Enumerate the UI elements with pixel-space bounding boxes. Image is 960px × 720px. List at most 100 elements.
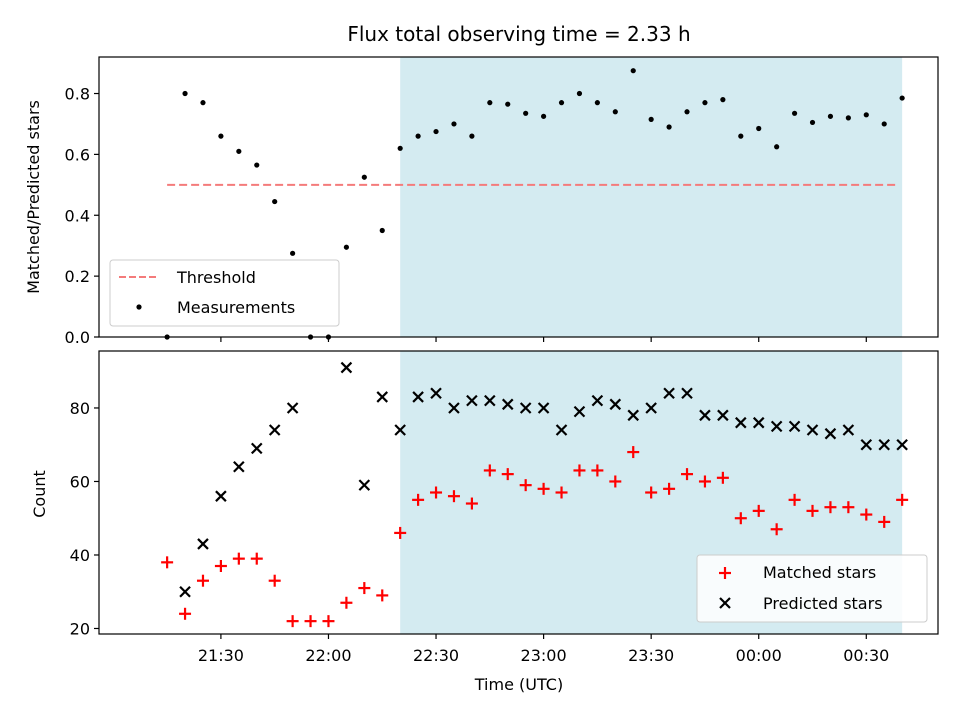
predicted-point: [788, 420, 801, 433]
measurement-point: [218, 133, 224, 139]
matched-point: [555, 486, 568, 499]
bottom-matched-points: [161, 446, 909, 628]
predicted-point: [268, 424, 281, 436]
top-legend: Threshold Measurements: [109, 259, 340, 327]
predicted-point: [717, 409, 729, 422]
predicted-point: [448, 402, 460, 414]
predicted-point: [573, 405, 586, 418]
predicted-point: [394, 424, 406, 436]
top-y-axis: 0.0 0.2 0.4 0.6 0.8: [65, 85, 99, 347]
predicted-point: [842, 424, 855, 436]
matched-point: [322, 615, 335, 628]
predicted-point: [340, 361, 353, 374]
bottom-y-tick-label: 40: [70, 546, 90, 565]
matched-point: [196, 574, 209, 587]
matched-point: [161, 556, 174, 569]
measurement-point: [648, 116, 654, 122]
measurement-point: [791, 110, 798, 116]
x-tick-label: 23:30: [628, 646, 674, 665]
matched-point: [681, 468, 694, 481]
matched-point: [537, 482, 550, 495]
predicted-point: [878, 438, 890, 451]
predicted-point: [609, 398, 622, 411]
measurement-point: [774, 144, 780, 150]
matched-point: [591, 464, 604, 477]
matched-point: [501, 468, 514, 481]
legend-predicted-label: Predicted stars: [763, 594, 883, 613]
predicted-point: [896, 438, 908, 451]
measurement-point: [236, 148, 242, 154]
matched-point: [752, 504, 765, 517]
predicted-point: [430, 387, 442, 400]
bottom-y-tick-label: 80: [70, 399, 90, 418]
measurement-point: [720, 97, 726, 103]
bottom-y-axis: 20 40 60 80: [70, 399, 99, 638]
measurement-point: [612, 109, 618, 115]
predicted-point: [519, 402, 532, 414]
matched-point: [698, 475, 711, 488]
predicted-point: [412, 391, 424, 403]
top-x-ticks: [220, 337, 867, 342]
matched-point: [842, 501, 855, 514]
bottom-x-axis: 21:30 22:00 22:30 23:00 23:30 00:00 00:30: [198, 634, 889, 665]
legend-matched-label: Matched stars: [763, 563, 876, 582]
legend-threshold-label: Threshold: [176, 268, 256, 287]
bottom-panel: 20 40 60 80 21:30 22:00 22:30 23:00 23:30 00:00 0…: [30, 350, 939, 694]
measurement-point: [343, 244, 349, 250]
matched-point: [609, 475, 622, 488]
matched-point: [878, 515, 891, 528]
predicted-point: [752, 416, 765, 429]
predicted-point: [197, 538, 209, 550]
measurement-point: [254, 162, 260, 168]
bottom-y-axis-label: Count: [30, 470, 49, 518]
measurement-point: [809, 119, 816, 126]
matched-point: [412, 493, 425, 506]
bottom-legend-frame: [696, 554, 928, 623]
matched-point: [465, 497, 478, 510]
measurement-point: [397, 145, 403, 151]
measurement-point: [272, 198, 278, 205]
predicted-point: [591, 394, 604, 407]
x-tick-label: 22:00: [305, 646, 351, 665]
x-tick-label: 22:30: [413, 646, 459, 665]
measurement-point: [433, 128, 439, 135]
predicted-point: [699, 409, 711, 422]
predicted-point: [376, 391, 389, 403]
top-y-tick-label: 0.6: [65, 145, 90, 164]
matched-point: [394, 526, 407, 539]
measurement-point: [594, 100, 600, 106]
matched-point: [358, 582, 371, 595]
predicted-point: [645, 402, 657, 414]
top-panel: 0.00.20.40.60.8 Matched/Predicted stars …: [24, 56, 939, 347]
measurement-point: [827, 113, 834, 119]
legend-measurements-swatch: [136, 304, 142, 310]
predicted-point: [555, 424, 568, 436]
matched-point: [788, 493, 801, 506]
bottom-predicted-points: [179, 361, 908, 598]
measurement-point: [182, 90, 188, 97]
top-y-tick-label: 0.4: [65, 206, 90, 225]
legend-measurements-label: Measurements: [177, 298, 295, 317]
x-tick-label: 21:30: [198, 646, 244, 665]
matched-point: [304, 615, 317, 628]
predicted-point: [250, 442, 263, 455]
measurement-point: [505, 101, 511, 107]
matched-point: [896, 493, 909, 506]
matched-point: [340, 596, 353, 609]
measurement-point: [415, 133, 421, 139]
matched-point: [483, 464, 496, 477]
matched-point: [573, 464, 586, 477]
matched-point: [716, 471, 729, 484]
bottom-y-tick-label: 20: [70, 619, 90, 638]
matched-point: [734, 512, 747, 525]
matched-point: [770, 523, 783, 536]
predicted-point: [735, 416, 747, 429]
top-highlight-span: [400, 57, 903, 337]
predicted-point: [681, 387, 693, 400]
matched-point: [232, 552, 245, 565]
measurement-point: [487, 100, 493, 106]
measurement-point: [290, 250, 296, 256]
predicted-point: [215, 490, 227, 502]
predicted-point: [860, 438, 873, 451]
top-measurement-points: [164, 68, 905, 340]
